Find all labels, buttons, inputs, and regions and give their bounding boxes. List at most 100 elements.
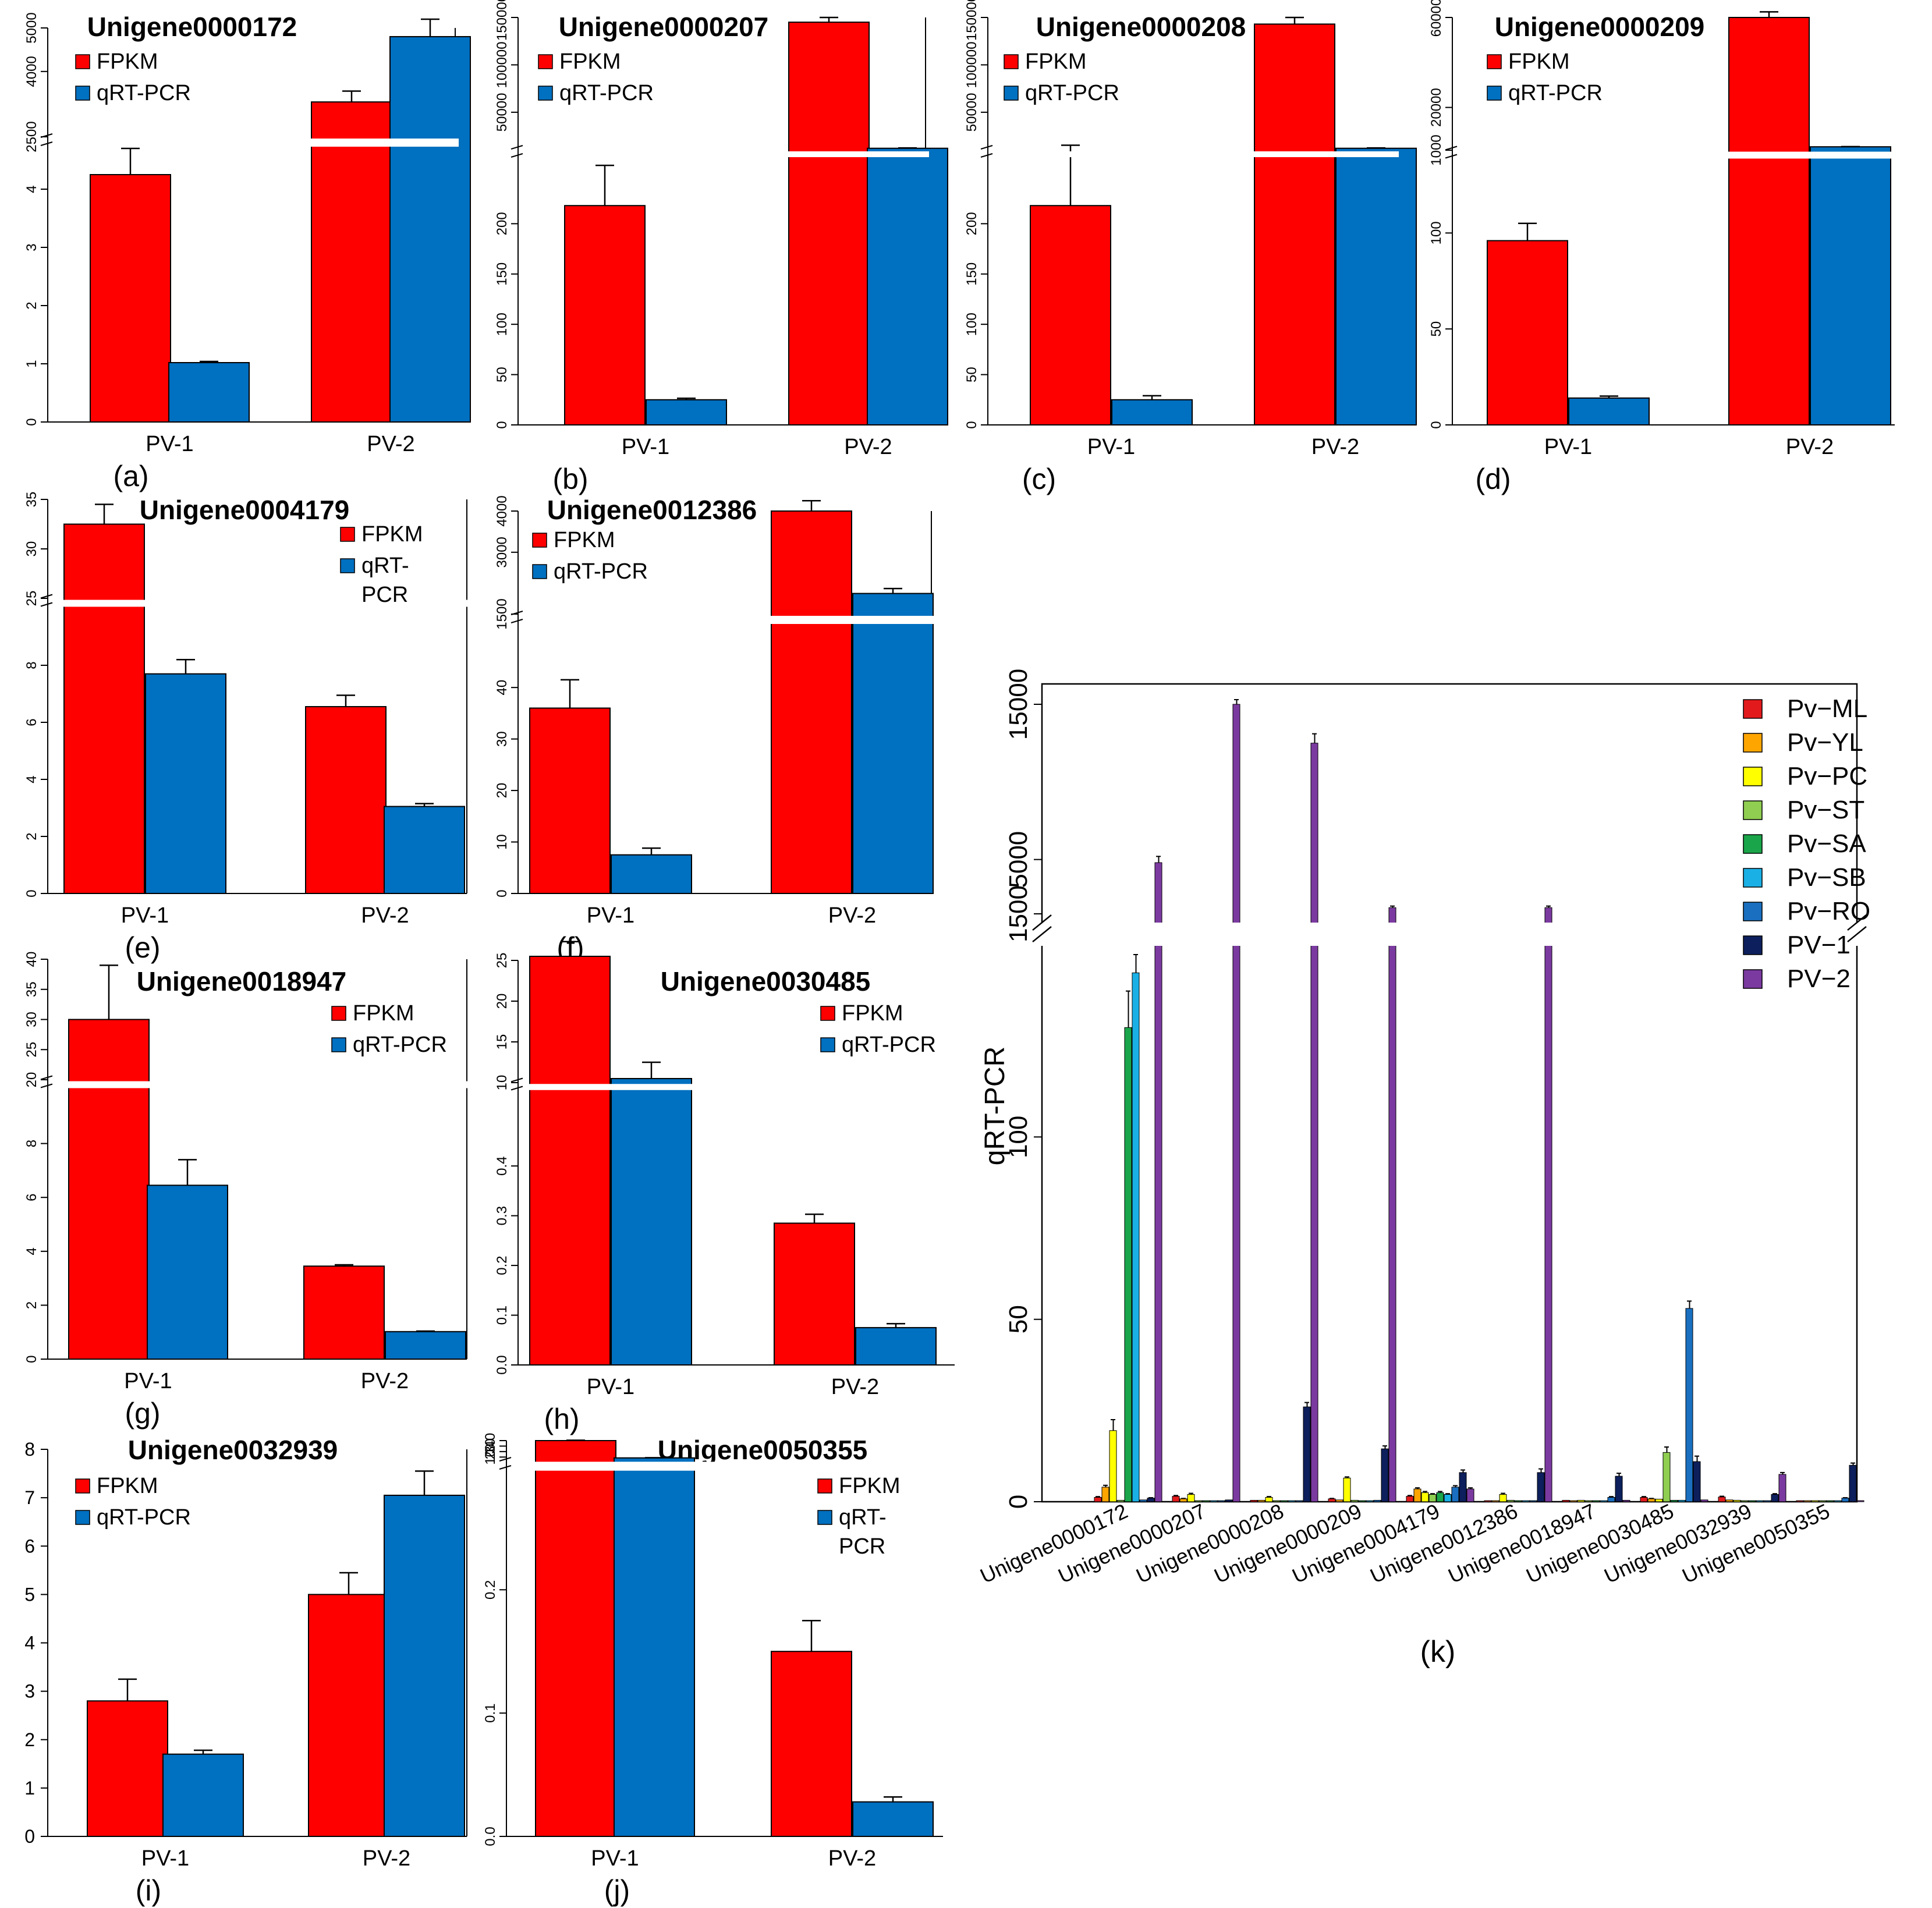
- bar: [1232, 704, 1240, 1502]
- bar-fpkm-pv1: [564, 205, 646, 425]
- y-tick-label: 2: [24, 1301, 40, 1309]
- bar-qrt-pcr-pv1: [162, 1753, 244, 1837]
- panel-label: (j): [604, 1874, 630, 1907]
- bar: [1217, 1500, 1225, 1502]
- y-tick-label: 0: [24, 1826, 35, 1847]
- y-tick-label: 4000: [24, 56, 40, 87]
- category-label: PV-2: [1311, 435, 1359, 459]
- plot-frame: [1041, 683, 1858, 1503]
- bar: [1803, 1500, 1812, 1502]
- legend-swatch: [1743, 902, 1763, 921]
- axis-break-mark: [1847, 926, 1867, 942]
- axis-break-mark: [499, 1457, 512, 1462]
- bar: [1700, 1499, 1708, 1502]
- bar: [1514, 1500, 1522, 1502]
- panel-title: Unigene0000209: [1495, 12, 1705, 42]
- legend-swatch-fpkm: [75, 54, 90, 69]
- category-label: PV-1: [591, 1846, 639, 1871]
- bar: [1834, 1500, 1842, 1502]
- y-tick-label: 25: [494, 953, 510, 969]
- y-tick-label: 2: [24, 1729, 35, 1750]
- legend-swatch-qrt-pcr: [75, 1510, 90, 1525]
- bar: [1725, 1499, 1734, 1502]
- legend-swatch-qrt-pcr: [817, 1510, 832, 1525]
- bar-qrt-pcr-pv1: [147, 1184, 228, 1360]
- axis-break-mark: [511, 1086, 523, 1091]
- bar: [1718, 1496, 1726, 1502]
- bar-fpkm-pv1: [90, 174, 171, 423]
- bar-fpkm-pv1: [529, 956, 611, 1366]
- bar: [1187, 1494, 1195, 1502]
- bar: [1607, 1496, 1615, 1502]
- y-tick-label: 150000: [494, 0, 510, 41]
- panel-label: (g): [125, 1397, 160, 1430]
- bar-qrt-pcr-pv2: [1335, 147, 1417, 425]
- legend-swatch-fpkm: [331, 1006, 346, 1021]
- y-tick-label: 6: [24, 1535, 35, 1556]
- y-tick-label: 0.2: [494, 1256, 510, 1275]
- panel-label: (h): [544, 1403, 579, 1435]
- y-tick-label: 150: [964, 263, 980, 286]
- y-tick-label: 100000: [964, 41, 980, 88]
- y-tick-label: 7: [24, 1487, 35, 1508]
- bar: [1459, 1472, 1467, 1502]
- axis-break-mark: [511, 619, 523, 623]
- bar: [1210, 1500, 1218, 1502]
- axis-break-mark: [40, 133, 53, 138]
- bar: [1343, 1477, 1351, 1502]
- bar-qrt-pcr-pv1: [1111, 399, 1193, 426]
- bar: [1451, 1487, 1459, 1502]
- y-tick-label: 50000: [494, 93, 510, 132]
- y-tick-label: 0: [1004, 1495, 1033, 1509]
- legend-swatch: [1743, 699, 1763, 719]
- legend-swatch-fpkm: [1487, 54, 1502, 69]
- bar: [1172, 1496, 1180, 1502]
- legend-label: qRT-PCR: [842, 1033, 936, 1057]
- axis-break-mark: [980, 153, 993, 158]
- bar: [1655, 1499, 1663, 1502]
- y-tick-label: 3: [24, 243, 40, 251]
- bar-qrt-pcr-pv2: [389, 36, 471, 423]
- bar: [1358, 1500, 1366, 1502]
- bar: [1562, 1499, 1570, 1502]
- y-tick-label: 0: [24, 1355, 40, 1363]
- legend-swatch: [1743, 868, 1763, 888]
- y-tick-label: 0: [24, 889, 40, 897]
- axis-break-mark: [1445, 154, 1458, 159]
- bar: [1406, 1496, 1414, 1502]
- y-tick-label: 25: [24, 591, 40, 607]
- legend-swatch: [1743, 733, 1763, 753]
- panel-title: Unigene0012386: [547, 495, 757, 525]
- bar-qrt-pcr-pv1: [646, 399, 727, 426]
- bar: [1748, 1500, 1756, 1502]
- panel-k: 0501001500500015000qRT-PCRUnigene0000172…: [976, 669, 1870, 1669]
- category-label: PV-1: [587, 1375, 634, 1399]
- axis-break-mark: [499, 1465, 512, 1470]
- bar-qrt-pcr-pv1: [611, 854, 692, 894]
- legend-swatch-qrt-pcr: [538, 86, 553, 101]
- bar-fpkm-pv2: [311, 101, 392, 423]
- y-axis-label: qRT-PCR: [980, 1047, 1011, 1166]
- bar: [1615, 1476, 1623, 1502]
- y-tick-label: 8: [24, 1140, 40, 1147]
- bar-qrt-pcr-pv1: [611, 1078, 692, 1366]
- legend-label: FPKM: [1025, 49, 1087, 74]
- y-tick-label: 0: [24, 418, 40, 425]
- legend-swatch-fpkm: [1004, 54, 1019, 69]
- bar: [1413, 1488, 1421, 1502]
- bar: [1685, 1308, 1693, 1502]
- axis-break-band: [508, 1462, 946, 1471]
- bar: [1124, 1027, 1132, 1502]
- bar: [1640, 1496, 1648, 1502]
- y-tick-label: 150: [494, 263, 510, 286]
- y-tick-label: 200: [494, 212, 510, 235]
- bar-fpkm-pv1: [529, 707, 611, 894]
- bar: [1310, 743, 1318, 1502]
- bar-fpkm-pv1: [63, 523, 145, 894]
- category-label: PV-2: [828, 903, 876, 928]
- bar: [1678, 1499, 1686, 1502]
- panel-title: Unigene0000208: [1036, 12, 1246, 42]
- y-tick-label: 0.1: [483, 1703, 498, 1722]
- bar: [1194, 1500, 1203, 1502]
- bar: [1544, 907, 1552, 1502]
